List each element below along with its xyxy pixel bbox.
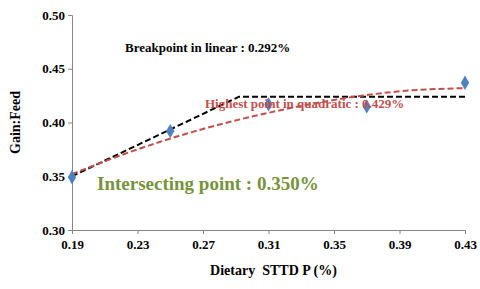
plot-area [68, 76, 469, 185]
x-tick-mark [465, 230, 466, 234]
y-tick-mark [68, 123, 72, 124]
y-tick-label: 0.40 [42, 115, 65, 130]
x-tick-label: 0.35 [323, 237, 346, 252]
x-tick: 0.43 [454, 230, 477, 252]
y-tick-mark [68, 69, 72, 70]
annotation: Highest point in quadratic : 0.429% [205, 96, 404, 111]
x-tick-label: 0.31 [258, 237, 281, 252]
point [166, 124, 174, 138]
x-tick: 0.19 [61, 230, 84, 252]
x-axis: 0.19 0.23 0.27 0.31 0.35 0.39 0.43 [61, 230, 477, 252]
y-tick: 0.35 [42, 169, 72, 184]
x-axis-title: Dietary STTD P (%) [210, 263, 337, 279]
y-tick: 0.50 [42, 8, 72, 23]
x-tick-mark [400, 230, 401, 234]
x-tick: 0.39 [389, 230, 412, 252]
point [461, 76, 469, 90]
annotation: Intersecting point : 0.350% [97, 173, 319, 194]
annotation: Breakpoint in linear : 0.292% [125, 40, 290, 55]
x-tick-label: 0.27 [192, 237, 215, 252]
x-tick-mark [334, 230, 335, 234]
x-tick-mark [269, 230, 270, 234]
x-tick-label: 0.39 [389, 237, 412, 252]
line [72, 97, 465, 177]
y-tick: 0.30 [42, 223, 72, 238]
y-axis-line [68, 16, 73, 231]
x-tick-label: 0.19 [61, 237, 84, 252]
x-tick-mark [138, 230, 139, 234]
x-tick-label: 0.43 [454, 237, 477, 252]
y-axis-title: Gain:Feed [8, 91, 23, 154]
y-tick-label: 0.45 [42, 61, 65, 76]
x-tick: 0.27 [192, 230, 215, 252]
x-tick-mark [72, 230, 73, 234]
y-tick-label: 0.50 [42, 8, 65, 23]
y-tick-mark [68, 15, 72, 16]
chart: 0.30 0.35 0.40 0.45 0.50 0.19 0.23 0.27 0.31 0.35… [0, 0, 480, 289]
line [72, 88, 465, 174]
x-tick: 0.31 [258, 230, 281, 252]
y-tick: 0.45 [42, 61, 72, 76]
y-tick: 0.40 [42, 115, 72, 130]
x-tick-mark [203, 230, 204, 234]
point [68, 170, 76, 184]
y-tick-label: 0.30 [42, 223, 65, 238]
x-tick: 0.35 [323, 230, 346, 252]
x-tick-label: 0.23 [127, 237, 150, 252]
y-tick-mark [68, 230, 72, 231]
y-axis: 0.30 0.35 0.40 0.45 0.50 [42, 8, 72, 238]
x-tick: 0.23 [127, 230, 150, 252]
x-axis-line [73, 231, 466, 235]
y-tick-label: 0.35 [42, 169, 65, 184]
